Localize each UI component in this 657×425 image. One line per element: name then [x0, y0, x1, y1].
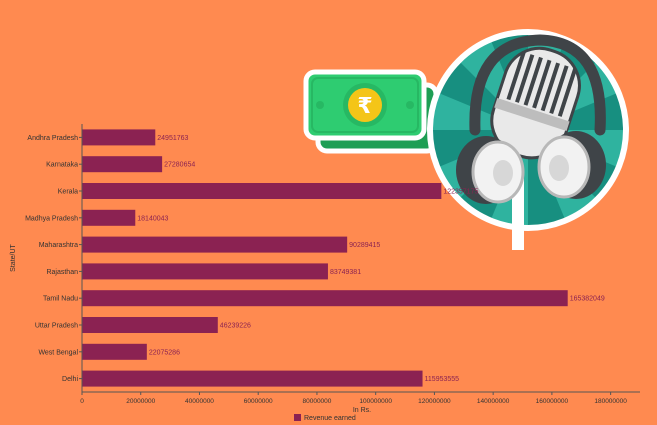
legend: Revenue earned: [294, 414, 356, 422]
bar-value-label: 27280654: [164, 162, 195, 169]
bar: [82, 370, 423, 387]
bar-value-label: 122357175: [443, 189, 478, 196]
bar-chart: 24951763 27280654 122357175 18140043 9028941…: [10, 124, 640, 422]
x-tick-label: 100000000: [359, 398, 392, 405]
legend-label: Revenue earned: [304, 415, 356, 422]
category-label: West Bengal: [38, 349, 78, 356]
x-tick-label: 160000000: [536, 398, 569, 405]
bar: [82, 343, 147, 360]
bar-value-label: 90289415: [349, 242, 380, 249]
x-tick-label: 20000000: [126, 398, 155, 405]
bar: [82, 236, 348, 253]
category-label: Karnataka: [46, 162, 78, 169]
bar: [82, 209, 136, 226]
bar-value-label: 24951763: [157, 135, 188, 142]
category-label: Rajasthan: [46, 269, 78, 276]
rupee-symbol: ₹: [357, 94, 372, 119]
y-axis-title: State/UT: [10, 243, 17, 271]
bar-value-label: 18140043: [137, 215, 168, 222]
x-tick-label: 60000000: [244, 398, 273, 405]
bar-value-label: 46239226: [220, 323, 251, 330]
x-tick-label: 180000000: [594, 398, 627, 405]
category-label: Tamil Nadu: [43, 296, 78, 303]
bar-value-label: 115953555: [425, 376, 460, 383]
bar: [82, 317, 218, 333]
bar-value-label: 165382049: [570, 296, 605, 303]
x-tick-label: 0: [80, 398, 84, 405]
bar: [82, 156, 163, 173]
x-tick-label: 120000000: [418, 398, 451, 405]
category-label: Kerala: [58, 189, 78, 196]
bar: [82, 183, 442, 199]
category-label: Madhya Pradesh: [25, 215, 78, 222]
x-axis-title: In Rs.: [353, 407, 371, 414]
category-label: Delhi: [62, 376, 78, 383]
category-label: Andhra Pradesh: [27, 135, 78, 142]
x-tick-label: 80000000: [302, 398, 331, 405]
bar-value-label: 22075286: [149, 349, 180, 356]
bar: [82, 290, 568, 307]
bar: [82, 263, 328, 280]
rupee-banknote-icon: ₹: [303, 69, 439, 154]
legend-swatch: [294, 414, 301, 421]
category-label: Uttar Pradesh: [35, 323, 78, 330]
category-label: Maharashtra: [39, 242, 78, 249]
studio-microphone-headphones-icon: [427, 29, 629, 250]
bar: [82, 129, 156, 146]
x-tick-label: 40000000: [185, 398, 214, 405]
bar-value-label: 83749381: [330, 269, 361, 276]
x-tick-label: 140000000: [477, 398, 510, 405]
